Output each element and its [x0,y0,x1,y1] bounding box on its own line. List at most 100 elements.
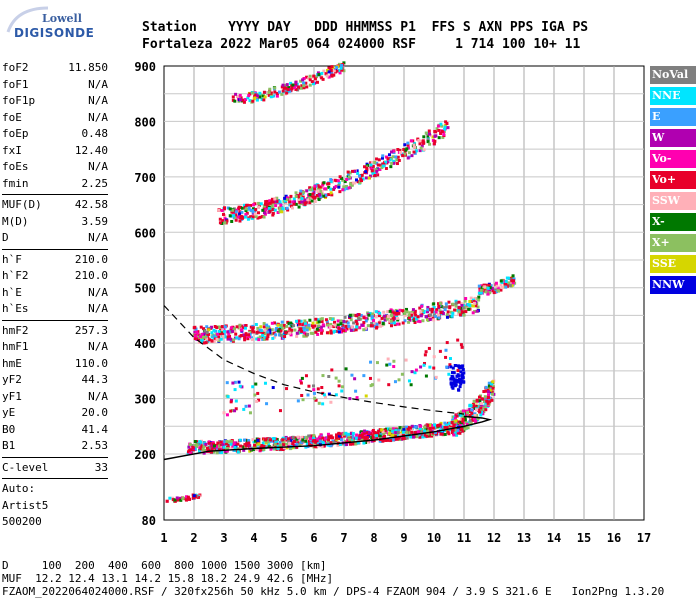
echo-point [451,302,455,306]
echo-point [195,445,199,449]
param-divider [2,248,108,250]
echo-point [260,215,264,219]
echo-point [191,444,195,448]
echo-point [459,364,463,368]
echo-point [200,339,204,343]
echo-point [236,450,240,454]
echo-point [463,427,467,431]
echo-point [320,385,324,389]
echo-point [229,400,233,404]
echo-point [443,425,447,429]
echo-point [370,436,374,440]
echo-point [340,323,344,327]
echo-point [363,429,367,433]
param-row: foF1p N/A [2,93,108,110]
echo-point [286,87,290,91]
param-value: N/A [88,77,108,91]
param-row: C-level 33 [2,460,108,477]
echo-point [325,320,329,324]
echo-point [381,154,385,158]
echo-point [294,81,298,85]
echo-point [219,337,223,341]
echo-point [305,328,309,332]
echo-point [235,336,239,340]
echo-point [253,393,257,397]
echo-point [361,436,365,440]
echo-point [457,420,461,424]
echo-point [212,339,216,343]
echo-point [460,373,464,377]
echo-point [193,443,197,447]
echo-point [499,279,503,283]
x-tick-label: 15 [577,531,591,545]
echo-point [439,131,443,135]
echo-point [247,94,251,98]
echo-point [289,81,293,85]
echo-point [254,208,258,212]
echo-point [215,445,219,449]
echo-point [233,327,237,331]
echo-point [475,408,479,412]
echo-point [294,83,298,87]
echo-point [249,325,253,329]
echo-point [465,425,469,429]
echo-point [259,202,263,206]
echo-point [341,329,345,333]
echo-point [327,435,331,439]
echo-point [398,150,402,154]
echo-point [369,324,373,328]
echo-point [416,430,420,434]
echo-point [256,326,260,330]
echo-point [419,365,423,369]
echo-point [340,64,344,68]
echo-point [192,495,196,499]
echo-point [393,323,397,327]
echo-point [462,371,466,375]
echo-point [345,442,349,446]
param-label: fmin [2,176,29,190]
echo-point [376,163,380,167]
echo-point [445,313,449,317]
echo-point [318,193,322,197]
echo-point [407,320,411,324]
echo-point [264,200,268,204]
echo-point [360,173,364,177]
echo-point [394,155,398,159]
echo-point [253,93,257,97]
echo-point [247,333,251,337]
echo-point [221,441,225,445]
echo-point [238,93,242,97]
param-row: h`F 210.0 [2,252,108,269]
echo-point [242,100,246,104]
echo-point [262,204,266,208]
echo-point [327,182,331,186]
echo-point [396,316,400,320]
echo-point [406,156,410,160]
echo-point [336,323,340,327]
echo-point [360,438,364,442]
echo-point [293,86,297,90]
echo-point [284,331,288,335]
param-label: h`F2 [2,269,29,282]
echo-point [300,196,304,200]
echo-point [271,386,275,390]
param-label: h`E [2,285,22,299]
echo-point [256,391,260,395]
echo-point [473,413,477,417]
legend-item-vo: Vo+ [650,171,696,189]
echo-point [456,429,460,433]
echo-point [476,417,480,421]
echo-point [389,319,393,323]
echo-point [456,338,460,342]
echo-point [297,441,301,445]
echo-point [375,161,379,165]
echo-point [280,85,284,89]
echo-point [409,313,413,317]
echo-point [288,196,292,200]
echo-point [260,444,264,448]
echo-point [321,441,325,445]
echo-point [405,310,409,314]
echo-point [380,323,384,327]
echo-point [338,175,342,179]
